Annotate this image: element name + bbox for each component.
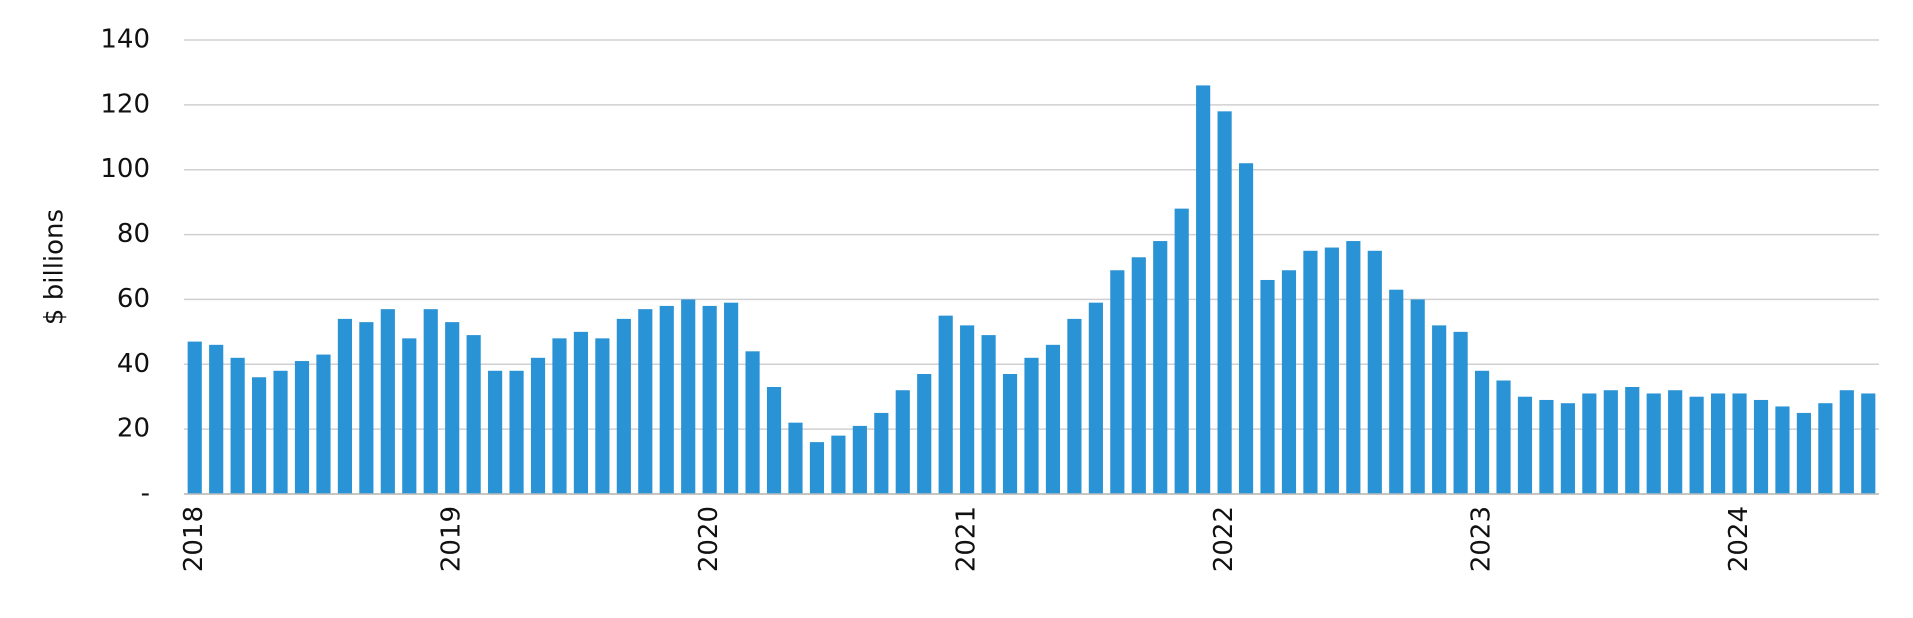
bar bbox=[1067, 318, 1082, 494]
bar bbox=[1689, 396, 1704, 494]
bar bbox=[1582, 393, 1597, 494]
bar bbox=[1517, 396, 1533, 494]
bar bbox=[766, 386, 782, 494]
bar bbox=[1260, 279, 1275, 494]
x-tick-label: 2023 bbox=[1467, 506, 1497, 572]
bar bbox=[1861, 393, 1876, 494]
bar bbox=[1432, 325, 1447, 494]
bar bbox=[981, 335, 996, 494]
bar bbox=[1753, 399, 1769, 494]
bar bbox=[1238, 163, 1254, 494]
bar bbox=[1303, 250, 1318, 494]
bar bbox=[809, 442, 825, 494]
bar bbox=[252, 377, 267, 494]
bar bbox=[1839, 390, 1854, 494]
y-tick-label: 100 bbox=[100, 154, 150, 184]
bar bbox=[681, 299, 696, 494]
bar bbox=[359, 322, 374, 494]
bar bbox=[466, 335, 481, 494]
bar bbox=[1496, 380, 1511, 494]
bar bbox=[552, 338, 567, 494]
bar bbox=[1024, 357, 1039, 494]
bar bbox=[595, 338, 610, 494]
y-tick-label: 60 bbox=[117, 284, 150, 314]
bar bbox=[1711, 393, 1726, 494]
bar bbox=[1818, 403, 1833, 494]
bar bbox=[1625, 386, 1640, 494]
bar bbox=[831, 435, 846, 494]
bar bbox=[745, 351, 760, 494]
bar bbox=[874, 412, 889, 494]
y-axis-label: $ billions bbox=[40, 209, 70, 325]
y-tick-label: 80 bbox=[117, 219, 150, 249]
x-tick-label: 2019 bbox=[437, 506, 467, 572]
bar bbox=[616, 318, 631, 494]
bar bbox=[530, 357, 546, 494]
bar bbox=[509, 370, 524, 494]
bar bbox=[1131, 257, 1146, 494]
bar bbox=[573, 331, 589, 494]
bar bbox=[1668, 390, 1683, 494]
bar bbox=[724, 302, 739, 494]
bar bbox=[702, 305, 717, 494]
bar bbox=[402, 338, 417, 494]
bar bbox=[488, 370, 503, 494]
bar bbox=[1560, 403, 1575, 494]
bar bbox=[917, 374, 932, 494]
bar bbox=[209, 344, 224, 494]
bar bbox=[1453, 331, 1468, 494]
x-tick-label: 2021 bbox=[952, 506, 982, 572]
bar bbox=[1174, 208, 1189, 494]
y-tick-label: 40 bbox=[117, 349, 150, 379]
bar bbox=[1646, 393, 1661, 494]
bar bbox=[638, 309, 653, 494]
bar bbox=[294, 361, 310, 494]
bar bbox=[788, 422, 803, 494]
bar bbox=[852, 425, 867, 494]
y-tick-label: 20 bbox=[117, 414, 150, 444]
bar bbox=[316, 354, 331, 494]
bar bbox=[337, 318, 352, 494]
y-tick-label: 120 bbox=[100, 89, 150, 119]
bar bbox=[1196, 85, 1211, 495]
bar bbox=[1088, 302, 1103, 494]
bar bbox=[1410, 299, 1425, 494]
y-tick-label: 140 bbox=[100, 25, 150, 55]
bar bbox=[1603, 390, 1618, 494]
bar bbox=[423, 309, 438, 494]
bar bbox=[1389, 289, 1404, 494]
bar bbox=[1732, 393, 1747, 494]
bar bbox=[1002, 374, 1018, 494]
bar bbox=[938, 315, 953, 494]
bar bbox=[445, 322, 460, 494]
bar bbox=[1474, 370, 1490, 494]
bar bbox=[1153, 241, 1168, 494]
bar bbox=[659, 305, 674, 494]
bar bbox=[1539, 399, 1554, 494]
x-tick-label: 2018 bbox=[179, 506, 209, 572]
bar bbox=[895, 390, 910, 494]
bar bbox=[1796, 412, 1811, 494]
x-tick-label: 2024 bbox=[1724, 506, 1754, 572]
bar bbox=[1045, 344, 1061, 494]
bar bbox=[1217, 111, 1232, 494]
y-tick-label: - bbox=[141, 479, 150, 509]
bar bbox=[1324, 247, 1339, 494]
bar bbox=[230, 357, 245, 494]
x-tick-label: 2020 bbox=[694, 506, 724, 572]
bar bbox=[1775, 406, 1790, 494]
bar bbox=[1281, 270, 1297, 494]
bar bbox=[1367, 250, 1382, 494]
bar bbox=[273, 370, 288, 494]
x-tick-label: 2022 bbox=[1209, 506, 1239, 572]
bar bbox=[380, 309, 395, 494]
bar bbox=[960, 325, 975, 494]
bar bbox=[1346, 241, 1361, 494]
bar bbox=[187, 341, 202, 494]
bar bbox=[1110, 270, 1125, 494]
